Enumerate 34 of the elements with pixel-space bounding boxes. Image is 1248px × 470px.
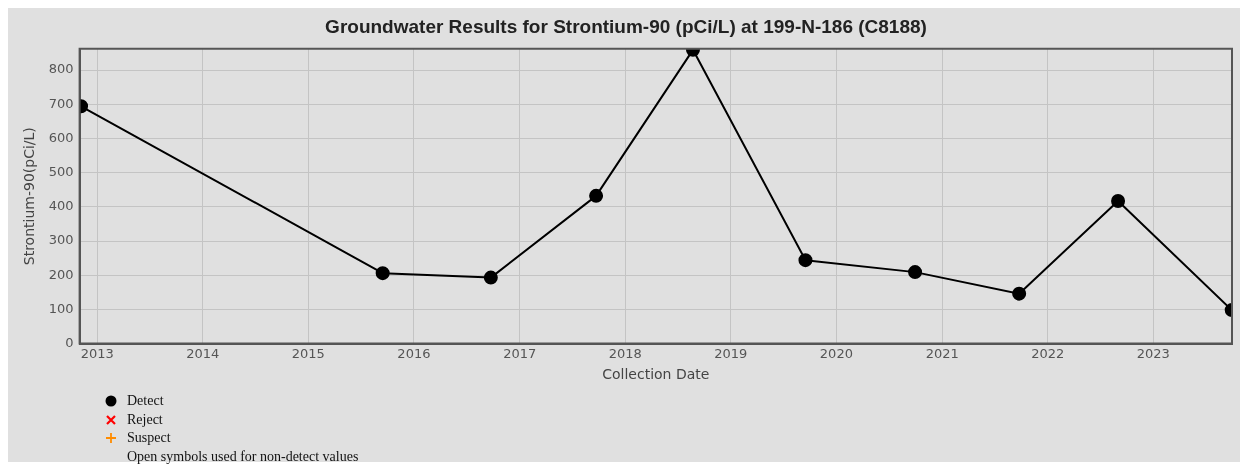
x-tick-label: 2020: [819, 345, 853, 361]
point: [483, 270, 498, 285]
legend-label: Reject: [127, 410, 163, 429]
y-tick-label: 400: [48, 198, 74, 214]
x-tick-label: 2016: [397, 345, 431, 361]
x-tick-label: 2021: [925, 345, 959, 361]
x-tick-label: 2023: [1136, 345, 1170, 361]
point: [798, 253, 813, 268]
y-tick-label: 500: [48, 163, 74, 179]
point: [589, 188, 604, 203]
legend-label: Detect: [127, 392, 164, 410]
point: [375, 266, 390, 281]
x-tick-label: 2013: [80, 345, 114, 361]
legend-label: Suspect: [127, 429, 171, 447]
y-axis-title: Strontium-90(pCi/L): [21, 127, 38, 266]
x-axis-title: Collection Date: [602, 366, 710, 383]
x-tick-label: 2018: [608, 345, 642, 361]
point: [908, 265, 923, 280]
x-tick-label: 2017: [503, 345, 537, 361]
y-tick-label: 300: [48, 232, 74, 248]
point: [1012, 286, 1027, 301]
x-tick-label: 2019: [714, 345, 748, 361]
y-tick-label: 700: [48, 95, 74, 111]
y-tick-label: 200: [48, 266, 74, 282]
y-tick-label: 800: [48, 61, 74, 77]
x-tick-label: 2015: [291, 345, 325, 361]
x-tick-label: 2022: [1031, 345, 1065, 361]
y-tick-label: 0: [65, 334, 74, 350]
point: [1111, 193, 1126, 208]
chart-title: Groundwater Results for Strontium-90 (pCi/L) at 199-N-186 (C8188): [325, 15, 927, 37]
x-tick-label: 2014: [186, 345, 220, 361]
text: Open symbols used for non-detect values: [126, 447, 360, 466]
y-tick-label: 600: [48, 129, 74, 145]
y-tick-label: 100: [48, 300, 74, 316]
